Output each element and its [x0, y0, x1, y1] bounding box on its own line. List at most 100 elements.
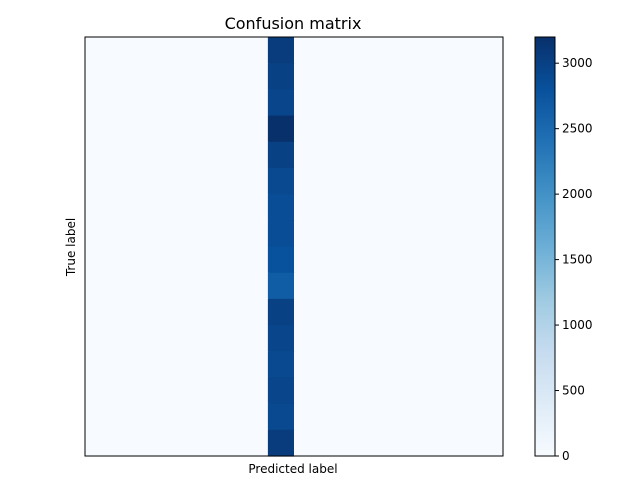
- heatmap-cell: [163, 429, 191, 457]
- heatmap-cell: [111, 37, 138, 64]
- heatmap-cell: [85, 37, 112, 64]
- heatmap-cell: [346, 429, 373, 457]
- heatmap-cell: [476, 351, 504, 379]
- heatmap-cell: [85, 298, 112, 326]
- heatmap-cell: [163, 115, 191, 143]
- heatmap-cell: [215, 429, 243, 457]
- heatmap-cell: [241, 325, 269, 352]
- heatmap-cell: [424, 115, 452, 143]
- heatmap-cell: [476, 194, 504, 221]
- heatmap-cell: [294, 298, 321, 326]
- heatmap-cell: [267, 377, 295, 405]
- heatmap-cell: [189, 89, 217, 117]
- heatmap-cell: [85, 246, 112, 274]
- heatmap-cell: [111, 325, 138, 352]
- heatmap-cell: [137, 429, 164, 457]
- heatmap-cell: [215, 115, 243, 143]
- heatmap-cell: [346, 220, 373, 248]
- colorbar-tick-label: 2000: [562, 187, 593, 201]
- heatmap-cell: [267, 325, 295, 352]
- heatmap-cell: [450, 246, 478, 274]
- heatmap-cell: [346, 325, 373, 352]
- heatmap-cell: [424, 403, 452, 431]
- chart-title: Confusion matrix: [225, 14, 362, 33]
- heatmap-cell: [398, 115, 426, 143]
- heatmap-cell: [476, 377, 504, 405]
- heatmap-cell: [267, 141, 295, 169]
- heatmap-cell: [372, 37, 400, 64]
- heatmap-cell: [163, 325, 191, 352]
- heatmap-cell: [372, 167, 400, 195]
- heatmap-cell: [398, 298, 426, 326]
- heatmap-cell: [267, 298, 295, 326]
- heatmap-cell: [424, 220, 452, 248]
- heatmap-cell: [215, 403, 243, 431]
- heatmap-cell: [294, 377, 321, 405]
- heatmap-cell: [476, 298, 504, 326]
- heatmap-cell: [294, 325, 321, 352]
- heatmap-cell: [320, 351, 347, 379]
- heatmap-cell: [294, 63, 321, 90]
- heatmap-cell: [450, 325, 478, 352]
- heatmap-cell: [189, 37, 217, 64]
- heatmap-cell: [372, 246, 400, 274]
- heatmap-cell: [85, 272, 112, 300]
- heatmap-cell: [189, 272, 217, 300]
- heatmap-cell: [476, 141, 504, 169]
- heatmap-cell: [241, 141, 269, 169]
- heatmap-cell: [294, 194, 321, 221]
- heatmap-cell: [241, 246, 269, 274]
- heatmap-cell: [320, 246, 347, 274]
- heatmap-cell: [320, 89, 347, 117]
- heatmap-cell: [189, 377, 217, 405]
- heatmap-cell: [320, 37, 347, 64]
- heatmap-cell: [85, 325, 112, 352]
- heatmap-cell: [137, 115, 164, 143]
- heatmap-cell: [372, 298, 400, 326]
- heatmap-cell: [346, 272, 373, 300]
- colorbar-tick-label: 500: [562, 384, 585, 398]
- heatmap-cell: [424, 246, 452, 274]
- heatmap-cell: [450, 115, 478, 143]
- heatmap-cell: [450, 89, 478, 117]
- heatmap-cell: [111, 115, 138, 143]
- heatmap-cell: [111, 246, 138, 274]
- heatmap-cell: [450, 377, 478, 405]
- heatmap-cell: [215, 272, 243, 300]
- heatmap-cell: [267, 351, 295, 379]
- heatmap-cell: [215, 167, 243, 195]
- heatmap-cell: [85, 377, 112, 405]
- heatmap-cell: [215, 89, 243, 117]
- heatmap-cell: [137, 403, 164, 431]
- heatmap-cell: [215, 220, 243, 248]
- heatmap-cell: [111, 141, 138, 169]
- heatmap-cell: [163, 377, 191, 405]
- heatmap-cell: [294, 220, 321, 248]
- heatmap-cell: [424, 194, 452, 221]
- heatmap-cell: [450, 63, 478, 90]
- heatmap-cell: [294, 141, 321, 169]
- heatmap-cell: [241, 167, 269, 195]
- colorbar-tick-label: 2500: [562, 122, 593, 136]
- heatmap-cell: [398, 246, 426, 274]
- heatmap-cell: [85, 115, 112, 143]
- heatmap-cell: [372, 89, 400, 117]
- heatmap-cell: [424, 325, 452, 352]
- heatmap-cell: [163, 246, 191, 274]
- heatmap-cell: [241, 272, 269, 300]
- heatmap-cell: [137, 220, 164, 248]
- heatmap-cell: [346, 403, 373, 431]
- heatmap-cell: [320, 141, 347, 169]
- heatmap-cell: [163, 37, 191, 64]
- heatmap-cell: [372, 63, 400, 90]
- heatmap-cell: [241, 351, 269, 379]
- heatmap-cell: [294, 429, 321, 457]
- heatmap-cell: [424, 89, 452, 117]
- heatmap-cell: [111, 351, 138, 379]
- colorbar-tick-label: 0: [562, 449, 570, 463]
- heatmap-cell: [189, 403, 217, 431]
- heatmap-cell: [85, 220, 112, 248]
- heatmap-cell: [294, 37, 321, 64]
- heatmap-cell: [241, 37, 269, 64]
